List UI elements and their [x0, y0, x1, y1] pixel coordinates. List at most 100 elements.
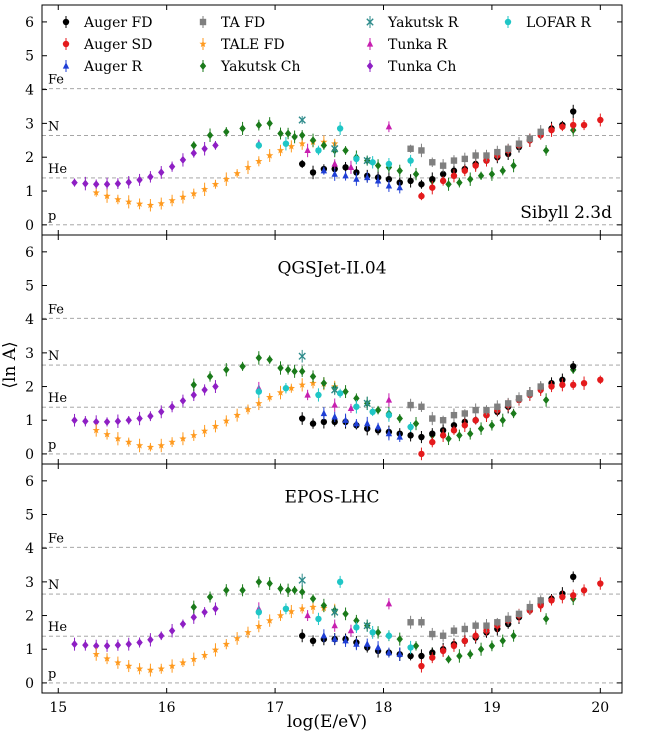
- data-point-ta-fd: [429, 630, 436, 638]
- data-point-tale-fd: [125, 438, 133, 446]
- data-point-ta-fd: [483, 152, 490, 159]
- legend-item-yakutsk-r: Yakutsk R: [366, 15, 459, 31]
- legend-label: Auger SD: [83, 37, 152, 53]
- data-point-tunka-ch: [114, 641, 122, 650]
- data-point-auger-sd: [418, 192, 425, 200]
- data-point-lofar-r: [336, 578, 344, 586]
- legend-label: Yakutsk R: [387, 15, 459, 31]
- data-point-ta-fd: [472, 152, 479, 159]
- y-axis-label: ⟨ln A⟩: [0, 341, 20, 388]
- data-point-tunka-ch: [212, 141, 219, 150]
- data-point-yakutsk-r: [363, 399, 371, 408]
- data-point-tunka-ch: [125, 416, 132, 425]
- data-point-lofar-r: [369, 159, 376, 166]
- data-point-yakutsk-ch: [255, 121, 263, 130]
- data-point-tunka-r: [347, 163, 355, 170]
- data-point-tunka-ch: [114, 417, 122, 426]
- data-point-tale-fd: [244, 163, 252, 171]
- data-point-tunka-r: [385, 396, 393, 403]
- data-point-yakutsk-r: [363, 156, 371, 165]
- data-point-tale-fd: [114, 195, 122, 203]
- data-point-auger-sd: [472, 162, 479, 169]
- data-point-yakutsk-ch: [499, 636, 506, 645]
- data-point-tunka-ch: [93, 180, 100, 189]
- data-point-ta-fd: [450, 157, 458, 164]
- data-point-auger-fd: [407, 177, 414, 185]
- data-point-ta-fd: [450, 627, 458, 634]
- y-tick-label: 2: [25, 150, 34, 166]
- data-point-tale-fd: [276, 388, 285, 396]
- data-point-tale-fd: [287, 384, 295, 392]
- data-point-auger-sd: [472, 632, 479, 639]
- data-point-tunka-ch: [201, 144, 208, 153]
- data-point-auger-sd: [461, 167, 469, 174]
- data-point-lofar-r: [255, 142, 263, 149]
- data-point-auger-sd: [597, 376, 604, 384]
- legend-label: Auger R: [83, 59, 143, 75]
- data-point-yakutsk-ch: [206, 131, 214, 140]
- data-point-auger-r: [385, 648, 393, 656]
- data-point-yakutsk-ch: [266, 119, 273, 128]
- data-point-tunka-ch: [158, 407, 165, 416]
- data-point-tale-fd: [211, 422, 220, 430]
- data-point-yakutsk-ch: [266, 355, 273, 364]
- data-point-tunka-ch: [147, 635, 154, 644]
- data-point-yakutsk-ch: [477, 171, 485, 180]
- data-point-lofar-r: [369, 408, 376, 416]
- data-point-tale-fd: [114, 434, 122, 442]
- data-point-tale-fd: [298, 139, 306, 147]
- data-point-lofar-r: [407, 423, 414, 431]
- data-point-yakutsk-ch: [510, 161, 517, 170]
- data-point-auger-sd: [548, 383, 555, 390]
- data-point-tunka-ch: [168, 626, 176, 635]
- ref-label-fe: Fe: [48, 73, 64, 88]
- data-point-ta-fd: [504, 615, 512, 623]
- data-point-yakutsk-ch: [255, 577, 263, 586]
- data-point-tale-fd: [168, 196, 176, 204]
- data-point-yakutsk-ch: [412, 419, 420, 428]
- data-point-auger-sd: [559, 593, 566, 601]
- data-point-tale-fd: [244, 405, 252, 413]
- legend-item-auger-sd: Auger SD: [62, 37, 152, 53]
- ref-label-fe: Fe: [48, 302, 64, 317]
- data-point-auger-sd: [450, 642, 458, 650]
- data-point-tunka-r: [331, 621, 338, 629]
- data-point-yakutsk-ch: [374, 406, 382, 415]
- data-point-auger-fd: [570, 108, 577, 115]
- data-point-auger-sd: [461, 422, 469, 429]
- data-point-auger-sd: [429, 184, 436, 191]
- data-point-yakutsk-ch: [456, 178, 463, 187]
- data-point-tale-fd: [222, 417, 230, 424]
- data-point-lofar-r: [336, 125, 344, 132]
- data-point-tunka-ch: [201, 608, 208, 617]
- data-point-tunka-ch: [82, 179, 89, 188]
- data-point-auger-r: [396, 650, 403, 657]
- data-point-yakutsk-r: [298, 576, 306, 584]
- data-point-tunka-ch: [190, 613, 197, 622]
- data-point-ta-fd: [526, 135, 534, 142]
- data-point-yakutsk-ch: [510, 631, 517, 640]
- data-point-yakutsk-ch: [342, 146, 349, 155]
- data-point-tunka-ch: [103, 180, 111, 189]
- data-point-ta-fd: [461, 410, 469, 417]
- data-point-auger-r: [342, 637, 349, 644]
- data-point-auger-r: [353, 419, 360, 427]
- data-point-auger-sd: [597, 116, 604, 124]
- data-point-lofar-r: [353, 155, 360, 163]
- data-point-tunka-ch: [179, 155, 187, 164]
- data-point-auger-sd: [580, 121, 588, 129]
- data-point-yakutsk-ch: [320, 141, 328, 150]
- data-point-auger-r: [331, 635, 338, 642]
- data-point-auger-r: [320, 409, 328, 417]
- data-point-yakutsk-ch: [298, 131, 306, 140]
- data-point-auger-fd: [439, 170, 447, 178]
- data-point-tale-fd: [211, 646, 220, 653]
- data-point-yakutsk-ch: [542, 614, 550, 623]
- data-point-tunka-ch: [158, 168, 165, 177]
- data-point-yakutsk-ch: [206, 372, 214, 381]
- y-tick-label: 0: [25, 676, 34, 692]
- data-point-yakutsk-ch: [374, 161, 382, 170]
- data-point-yakutsk-ch: [291, 367, 298, 376]
- data-point-tale-fd: [136, 200, 144, 207]
- data-point-ta-fd: [472, 622, 479, 629]
